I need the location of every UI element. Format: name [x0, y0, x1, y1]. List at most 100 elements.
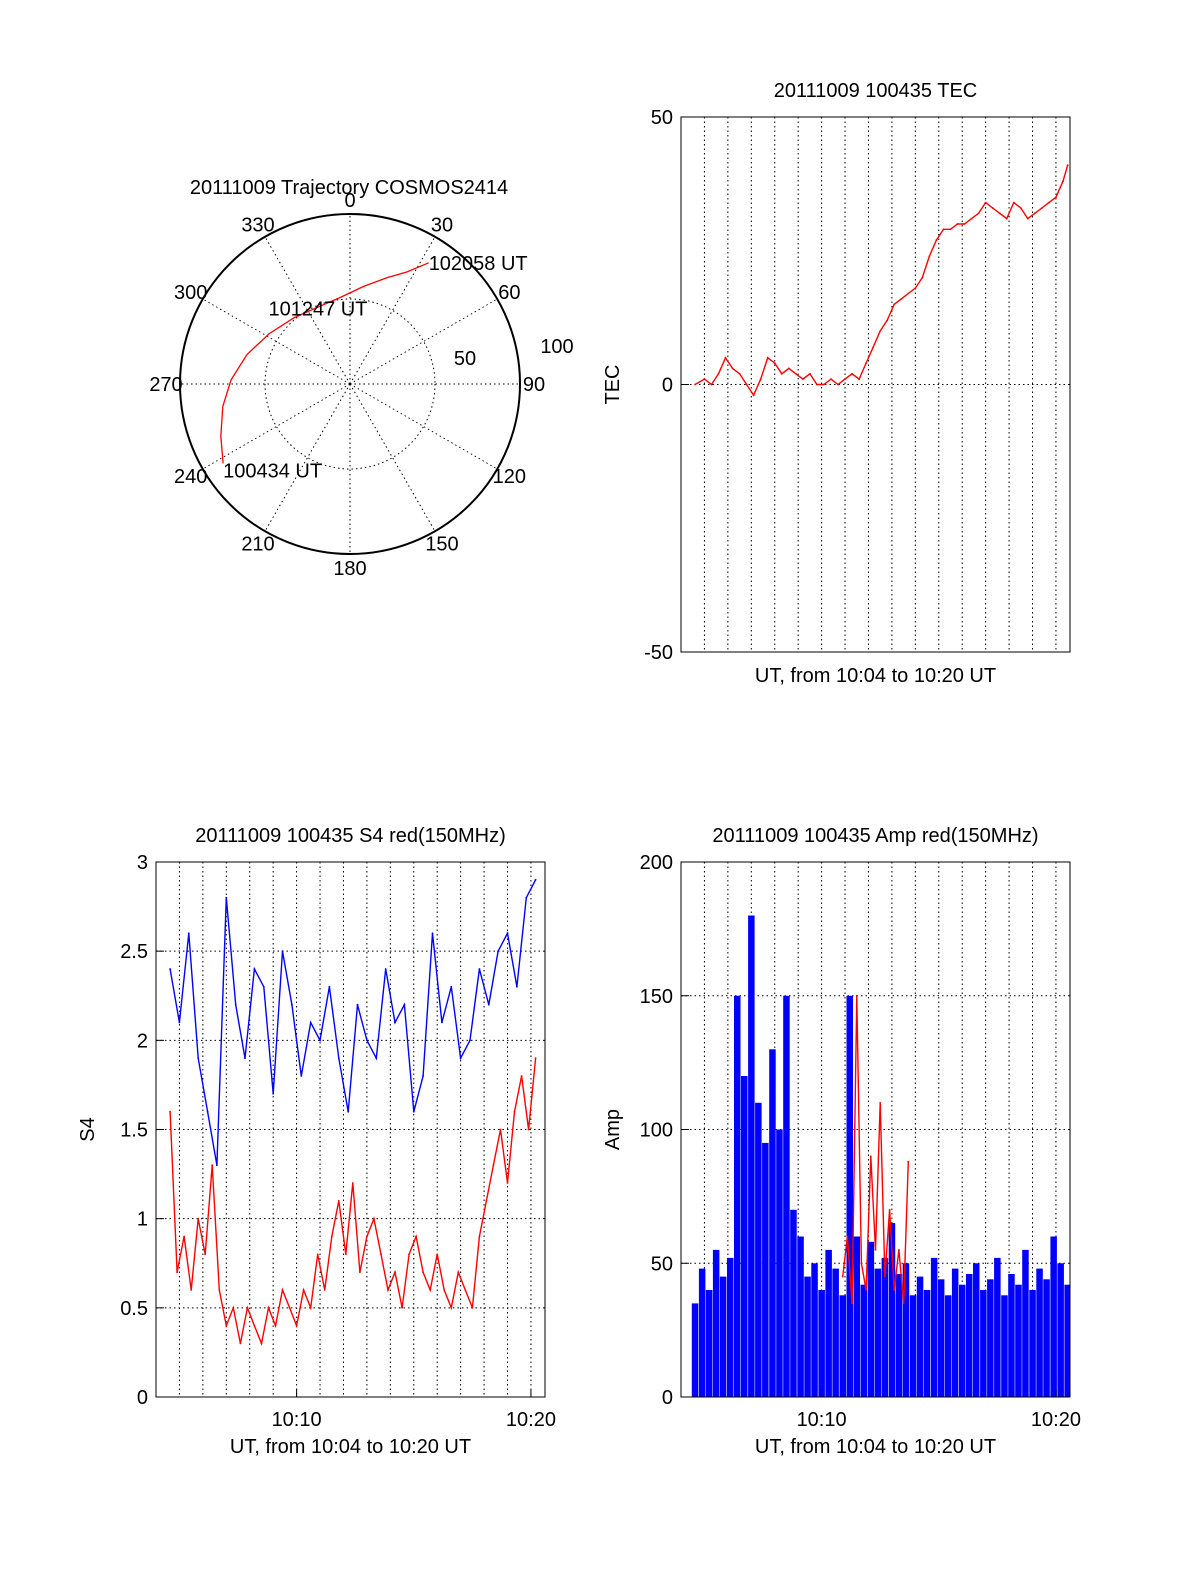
s4-point [492, 1164, 495, 1167]
s4-point [281, 1289, 284, 1291]
tec-point [963, 223, 966, 225]
amp-bar [853, 1236, 860, 1397]
y-tick-label: 2 [137, 1030, 148, 1052]
radial-label-50: 50 [454, 348, 476, 370]
amp-bar [790, 1209, 797, 1397]
x-tick-label: 10:10 [797, 1409, 847, 1431]
amp-bar [1008, 1274, 1015, 1397]
track-label: 100434 UT [223, 460, 322, 482]
angle-label-210: 210 [241, 533, 274, 555]
amp-bar [727, 1257, 734, 1397]
amp-bar [1036, 1268, 1043, 1397]
amp-bar [1001, 1295, 1008, 1397]
amp-bar [776, 1129, 783, 1397]
s4-xlabel: UT, from 10:04 to 10:20 UT [230, 1436, 471, 1458]
tec-point [998, 212, 1001, 215]
amp-series-group [691, 915, 1070, 1397]
s4-point [431, 932, 434, 935]
s4-panel: 20111009 100435 S4 red(150MHz)32.521.510… [77, 825, 556, 1458]
amp-bar [811, 1263, 818, 1397]
tec-point [717, 372, 720, 375]
tec-point [759, 378, 762, 380]
amp-title: 20111009 100435 Amp red(150MHz) [712, 825, 1038, 847]
s4-point [295, 1324, 298, 1327]
s4-series-line [169, 879, 537, 1166]
tec-panel: 20111009 100435 TEC 50 0 -50 UT, from 10:04 … [602, 80, 1071, 687]
tec-point [956, 223, 959, 225]
spoke-30 [349, 236, 436, 385]
tec-point [970, 217, 973, 220]
s4-point [380, 1253, 382, 1256]
tec-point [949, 228, 952, 231]
tec-point [823, 383, 825, 386]
s4-point [450, 985, 453, 988]
amp-bar [881, 1257, 889, 1397]
s4-point [403, 1003, 406, 1006]
tec-point [893, 303, 896, 306]
amp-bar [741, 1076, 748, 1397]
tec-point [886, 319, 889, 322]
amp-bar [755, 1102, 762, 1397]
tec-point [942, 228, 945, 231]
y-tick-label: 0 [662, 1387, 673, 1409]
amp-bar [832, 1268, 839, 1397]
amp-bar [1029, 1290, 1036, 1397]
s4-point [288, 1306, 291, 1309]
tec-point [872, 346, 875, 348]
amp-point [841, 1275, 844, 1278]
angle-label-180: 180 [333, 558, 366, 580]
amp-bar [839, 1295, 846, 1397]
s4-point [187, 932, 190, 935]
amp-point [902, 1302, 905, 1305]
s4-point [384, 968, 387, 970]
tec-point [879, 330, 882, 332]
amp-xlabel: UT, from 10:04 to 10:20 UT [755, 1436, 996, 1458]
amp-bar [1022, 1249, 1029, 1397]
tec-point [1055, 196, 1057, 199]
tec-xlabel: UT, from 10:04 to 10:20 UT [755, 665, 996, 687]
s4-point [225, 896, 228, 899]
amp-bar [1064, 1284, 1070, 1397]
amp-bar [1057, 1263, 1064, 1397]
s4-point [366, 1039, 368, 1042]
amp-bar [923, 1290, 931, 1397]
amp-bar [874, 1268, 882, 1397]
amp-bar [973, 1263, 980, 1397]
spoke-60 [349, 298, 498, 385]
angle-label-300: 300 [174, 282, 207, 304]
s4-point [169, 968, 172, 970]
s4-point [478, 968, 481, 970]
s4-point [387, 1289, 389, 1291]
spoke-300 [202, 298, 351, 385]
tec-point [1048, 201, 1050, 204]
s4-point [197, 1217, 200, 1220]
amp-bar [980, 1290, 987, 1397]
tec-point [794, 372, 797, 375]
spoke-120 [349, 383, 498, 470]
s4-title: 20111009 100435 S4 red(150MHz) [195, 825, 506, 847]
s4-point [516, 985, 518, 988]
s4-point [422, 1075, 424, 1077]
s4-point [225, 1324, 228, 1327]
amp-bar [797, 1236, 804, 1397]
tec-point [780, 372, 783, 375]
s4-point [260, 1342, 263, 1345]
s4-point [497, 950, 499, 953]
trajectory-title: 20111009 Trajectory COSMOS2414 [190, 177, 508, 199]
s4-point [408, 1253, 410, 1256]
amp-point [855, 994, 858, 997]
tec-point [1005, 217, 1008, 220]
s4-point [337, 1199, 340, 1202]
s4-point [330, 1235, 333, 1238]
tec-point [802, 378, 804, 380]
s4-point [359, 1271, 361, 1274]
amp-bar [888, 1223, 896, 1397]
amp-bar [705, 1290, 713, 1397]
angle-label-330: 330 [241, 215, 274, 237]
tec-point [907, 292, 910, 295]
s4-point [356, 1003, 359, 1006]
s4-point [246, 1306, 249, 1309]
s4-point [464, 1289, 467, 1291]
amp-point [898, 1249, 900, 1251]
s4-point [487, 1003, 490, 1006]
